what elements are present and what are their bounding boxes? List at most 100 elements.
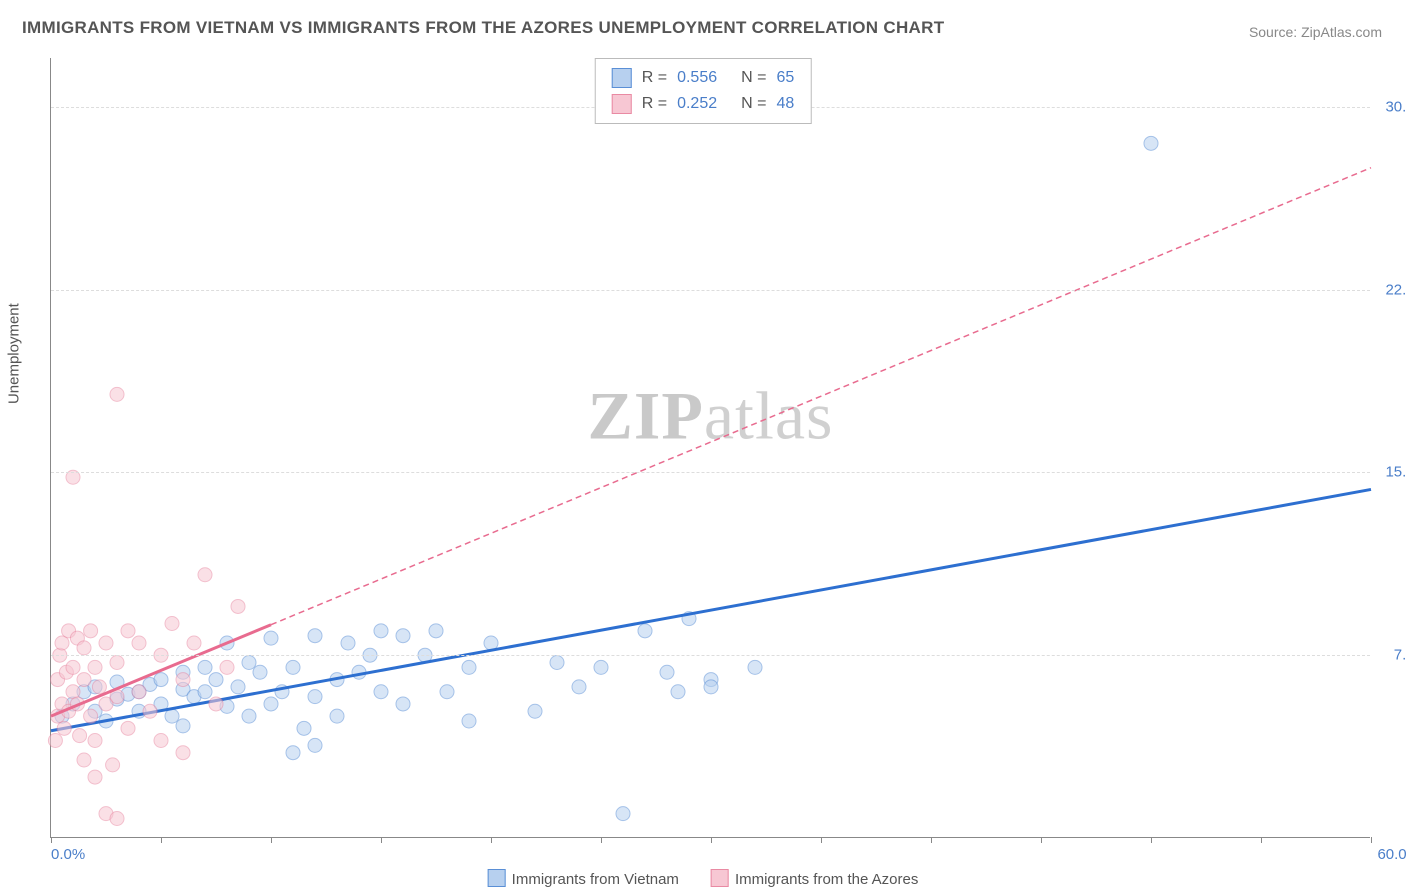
data-point	[528, 704, 542, 718]
data-point	[572, 680, 586, 694]
data-point	[198, 685, 212, 699]
y-tick-label: 30.0%	[1374, 98, 1406, 115]
data-point	[57, 721, 71, 735]
x-tick	[1261, 837, 1262, 843]
stat-row: R = 0.252N = 48	[612, 91, 795, 117]
data-point	[1144, 136, 1158, 150]
data-point	[198, 660, 212, 674]
data-point	[176, 746, 190, 760]
y-tick-label: 7.5%	[1374, 647, 1406, 664]
data-point	[143, 704, 157, 718]
x-tick	[161, 837, 162, 843]
data-point	[330, 709, 344, 723]
data-point	[110, 387, 124, 401]
stat-swatch	[612, 68, 632, 88]
data-point	[88, 770, 102, 784]
stat-r-label: R =	[642, 95, 667, 113]
data-point	[121, 721, 135, 735]
x-tick	[1371, 837, 1372, 843]
correlation-stats-box: R = 0.556N = 65R = 0.252N = 48	[595, 58, 812, 124]
gridline-h	[51, 472, 1370, 473]
legend-swatch	[488, 869, 506, 887]
data-point	[308, 690, 322, 704]
data-point	[48, 734, 62, 748]
data-point	[704, 680, 718, 694]
legend-item: Immigrants from Vietnam	[488, 869, 679, 888]
legend-label: Immigrants from the Azores	[735, 871, 918, 888]
chart-title: IMMIGRANTS FROM VIETNAM VS IMMIGRANTS FR…	[22, 18, 944, 38]
data-point	[638, 624, 652, 638]
data-point	[209, 697, 223, 711]
data-point	[462, 660, 476, 674]
data-point	[286, 660, 300, 674]
gridline-h	[51, 290, 1370, 291]
data-point	[264, 697, 278, 711]
legend-swatch	[711, 869, 729, 887]
y-axis-label: Unemployment	[6, 303, 23, 404]
x-tick	[271, 837, 272, 843]
regression-line	[51, 489, 1371, 730]
data-point	[99, 636, 113, 650]
stat-r-value: 0.556	[677, 69, 717, 87]
data-point	[84, 624, 98, 638]
data-point	[84, 709, 98, 723]
bottom-legend: Immigrants from Vietnam Immigrants from t…	[488, 869, 919, 888]
stat-r-value: 0.252	[677, 95, 717, 113]
stat-row: R = 0.556N = 65	[612, 65, 795, 91]
data-point	[242, 656, 256, 670]
legend-label: Immigrants from Vietnam	[512, 871, 679, 888]
data-point	[165, 617, 179, 631]
x-tick	[931, 837, 932, 843]
data-point	[110, 656, 124, 670]
stat-n-label: N =	[741, 95, 766, 113]
data-point	[220, 660, 234, 674]
gridline-h	[51, 655, 1370, 656]
source-attribution: Source: ZipAtlas.com	[1249, 24, 1382, 40]
data-point	[671, 685, 685, 699]
data-point	[264, 631, 278, 645]
data-point	[132, 636, 146, 650]
data-point	[176, 673, 190, 687]
data-point	[374, 624, 388, 638]
data-point	[154, 673, 168, 687]
data-point	[286, 746, 300, 760]
data-point	[154, 734, 168, 748]
data-point	[594, 660, 608, 674]
data-point	[396, 629, 410, 643]
data-point	[92, 680, 106, 694]
data-point	[187, 636, 201, 650]
x-tick	[1041, 837, 1042, 843]
stat-swatch	[612, 94, 632, 114]
x-tick	[491, 837, 492, 843]
x-tick-label-min: 0.0%	[51, 846, 85, 863]
regression-line-extrapolated	[271, 168, 1371, 625]
x-tick	[601, 837, 602, 843]
y-tick-label: 15.0%	[1374, 464, 1406, 481]
plot-area: ZIPatlas 7.5%15.0%22.5%30.0%0.0%60.0%	[50, 58, 1370, 838]
data-point	[308, 629, 322, 643]
data-point	[209, 673, 223, 687]
data-point	[253, 665, 267, 679]
data-point	[308, 738, 322, 752]
data-point	[121, 624, 135, 638]
data-point	[198, 568, 212, 582]
data-point	[550, 656, 564, 670]
data-point	[77, 753, 91, 767]
data-point	[616, 807, 630, 821]
data-point	[231, 599, 245, 613]
data-point	[748, 660, 762, 674]
data-point	[231, 680, 245, 694]
data-point	[374, 685, 388, 699]
data-point	[165, 709, 179, 723]
data-point	[341, 636, 355, 650]
data-point	[396, 697, 410, 711]
data-point	[660, 665, 674, 679]
data-point	[77, 641, 91, 655]
data-point	[110, 812, 124, 826]
data-point	[132, 685, 146, 699]
data-point	[242, 709, 256, 723]
plot-svg	[51, 58, 1370, 837]
data-point	[106, 758, 120, 772]
legend-item: Immigrants from the Azores	[711, 869, 918, 888]
x-tick	[711, 837, 712, 843]
